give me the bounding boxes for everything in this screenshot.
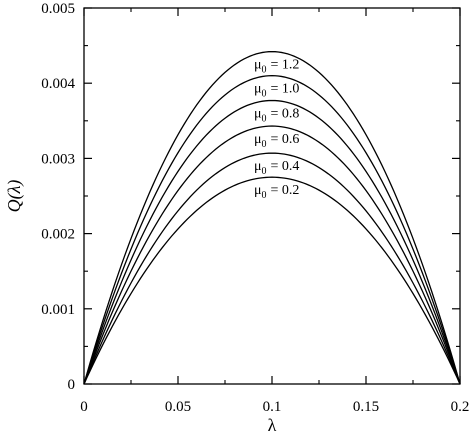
series-line (83, 75, 461, 385)
y-tick-label: 0.002 (41, 227, 75, 243)
y-tick-label: 0.004 (41, 76, 75, 92)
series-label: μ0 = 0.6 (254, 132, 299, 150)
curves-group (83, 50, 461, 385)
x-tick-label: 0.1 (263, 399, 282, 415)
y-tick-label: 0.001 (41, 302, 75, 318)
series-label: μ0 = 1.0 (254, 82, 299, 100)
ticks-group (83, 7, 461, 385)
curve-labels-group: μ0 = 1.2 μ0 = 1.0 μ0 = 0.8 μ0 = 0.6 μ0 = 0.4 μ0 = 0… (254, 58, 299, 202)
series-line (83, 50, 461, 385)
series-label: μ0 = 1.2 (254, 58, 299, 76)
x-tick-label: 0 (80, 399, 88, 415)
series-label: μ0 = 0.4 (254, 159, 299, 177)
series-label: μ0 = 0.8 (254, 106, 299, 124)
y-tick-label: 0 (68, 377, 76, 393)
series-line (83, 152, 461, 385)
x-axis-label: λ (268, 415, 277, 435)
series-line (83, 125, 461, 385)
tick-labels-group: 0 0.05 0.1 0.15 0.2 0 0.001 0.002 0.003 0.004 0.00… (41, 1, 469, 415)
series-line (83, 176, 461, 385)
y-tick-label: 0.003 (41, 151, 75, 167)
series-label: μ0 = 0.2 (254, 183, 299, 201)
x-tick-label: 0.15 (353, 399, 379, 415)
y-axis-label: Q(λ) (4, 180, 25, 213)
x-tick-label: 0.05 (165, 399, 191, 415)
series-line (83, 99, 461, 385)
x-tick-label: 0.2 (451, 399, 470, 415)
y-tick-label: 0.005 (41, 1, 75, 17)
